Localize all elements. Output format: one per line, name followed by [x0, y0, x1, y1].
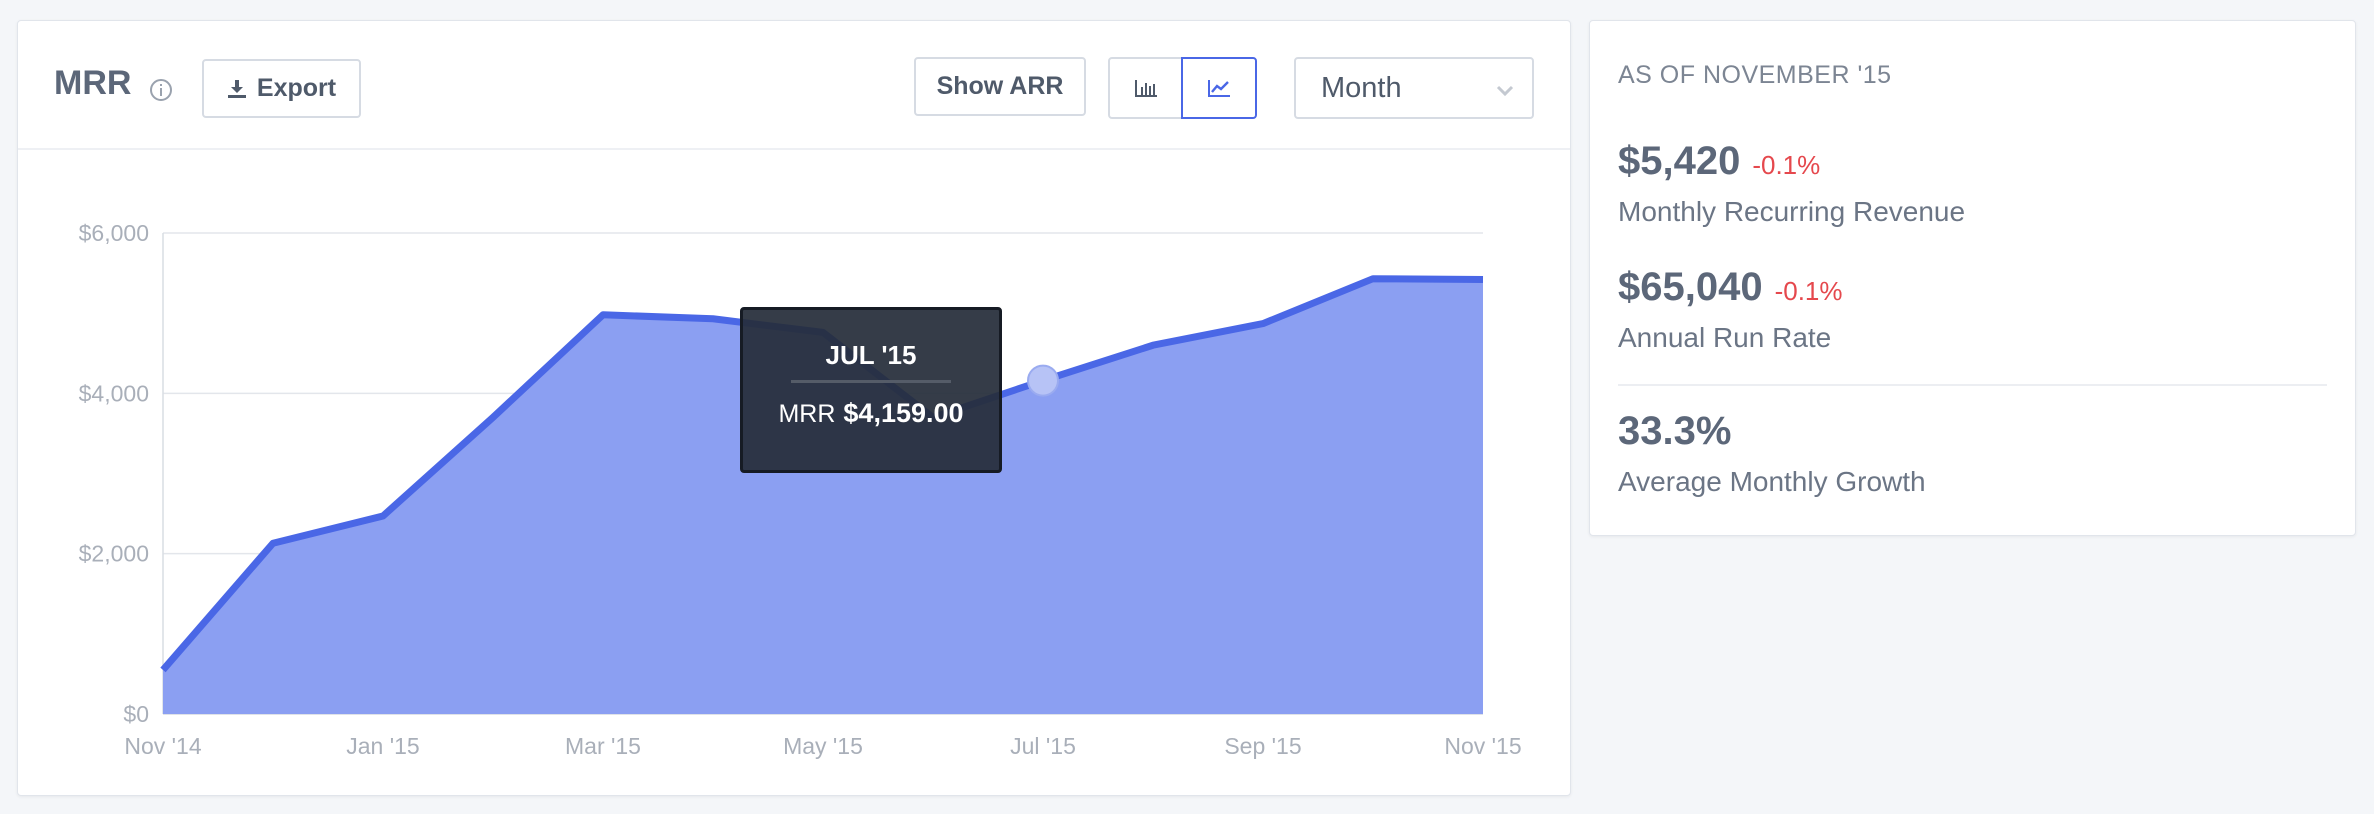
highlight-point	[1027, 364, 1059, 397]
summary-divider	[1618, 384, 2327, 386]
mrr-metric: $5,420 -0.1%	[1618, 139, 1820, 184]
chart-tooltip: JUL '15 MRR $4,159.00	[740, 307, 1002, 473]
y-tick-label: $4,000	[79, 380, 149, 406]
period-select[interactable]: Month	[1294, 57, 1534, 119]
export-button[interactable]: Export	[202, 59, 361, 118]
y-tick-label: $6,000	[79, 220, 149, 246]
export-label: Export	[256, 74, 337, 102]
info-icon[interactable]	[149, 78, 173, 102]
chart-title: MRR	[54, 64, 132, 102]
mrr-chart-card: MRR Export Show ARR	[17, 20, 1571, 796]
download-icon	[227, 79, 246, 98]
y-tick-label: $0	[123, 701, 149, 727]
growth-label: Average Monthly Growth	[1618, 466, 1926, 497]
mrr-label: Monthly Recurring Revenue	[1618, 196, 1966, 227]
bar-chart-toggle[interactable]	[1108, 57, 1184, 119]
mrr-area-chart: $0 $2,000 $4,000 $6,000 Nov '14 Jan '15 Mar '1…	[79, 220, 1522, 759]
x-tick-label: Sep '15	[1224, 733, 1301, 759]
arr-change: -0.1%	[1774, 276, 1843, 306]
period-select-value: Month	[1321, 71, 1402, 104]
growth-value: 33.3%	[1618, 409, 1732, 453]
tooltip-divider	[791, 380, 951, 383]
tooltip-title: JUL '15	[825, 340, 917, 370]
arr-value: $65,040	[1618, 265, 1763, 309]
x-tick-label: Mar '15	[565, 733, 641, 759]
bar-chart-icon	[1135, 80, 1157, 97]
show-arr-button[interactable]: Show ARR	[914, 57, 1086, 116]
x-tick-label: Nov '15	[1444, 733, 1521, 759]
line-chart-toggle[interactable]	[1181, 57, 1257, 119]
tooltip-row: MRR $4,159.00	[743, 398, 999, 429]
tooltip-series-label: MRR	[778, 400, 836, 428]
x-tick-label: Jan '15	[346, 733, 419, 759]
summary-card: AS OF NOVEMBER '15 $5,420 -0.1% Monthly R…	[1589, 20, 2356, 536]
arr-label: Annual Run Rate	[1618, 322, 1832, 353]
growth-metric: 33.3%	[1618, 409, 1731, 454]
y-tick-label: $2,000	[79, 541, 149, 567]
mrr-change: -0.1%	[1752, 150, 1821, 180]
mrr-area-fill	[163, 278, 1483, 714]
tooltip-value: $4,159.00	[843, 398, 964, 428]
as-of-heading: AS OF NOVEMBER '15	[1618, 61, 1892, 89]
x-tick-label: May '15	[783, 733, 863, 759]
chevron-down-icon	[1496, 85, 1514, 97]
chart-header: MRR Export Show ARR	[18, 21, 1570, 150]
x-tick-label: Nov '14	[124, 733, 201, 759]
x-tick-label: Jul '15	[1010, 733, 1076, 759]
line-chart-icon	[1208, 80, 1230, 97]
arr-metric: $65,040 -0.1%	[1618, 265, 1843, 310]
mrr-value: $5,420	[1618, 139, 1741, 183]
